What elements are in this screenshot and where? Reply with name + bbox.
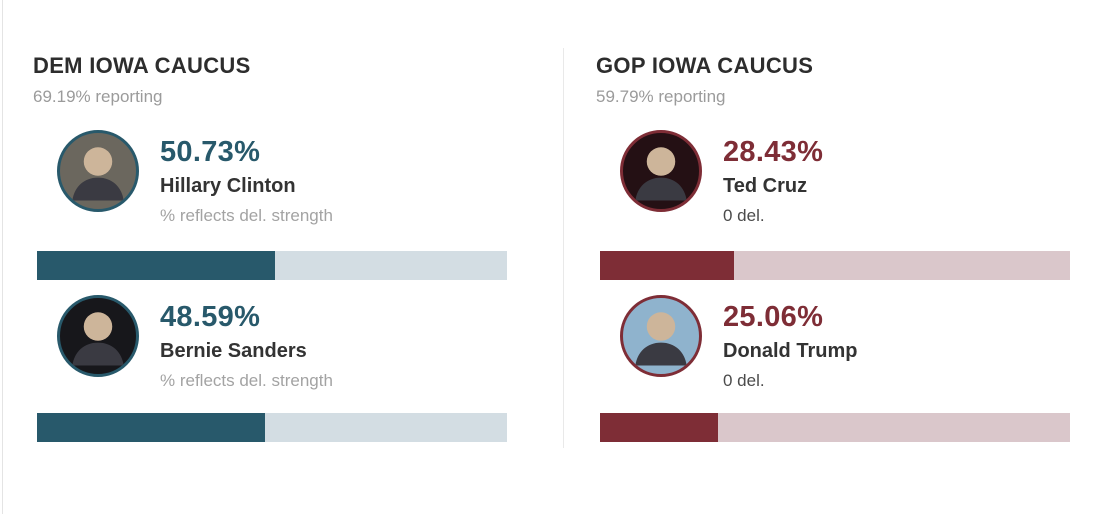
bernie-sanders-photo <box>57 295 139 377</box>
candidate-bar-donald-trump <box>600 413 1070 442</box>
gop-panel-title: GOP IOWA CAUCUS <box>596 53 814 78</box>
candidate-name: Donald Trump <box>723 340 858 362</box>
column-divider <box>563 48 564 448</box>
dem-panel: DEM IOWA CAUCUS 69.19% reporting 50.73% … <box>33 0 563 514</box>
candidate-row-bernie-sanders: 48.59% Bernie Sanders % reflects del. st… <box>33 295 563 390</box>
candidate-percent: 48.59% <box>160 301 261 333</box>
ted-cruz-photo <box>620 130 702 212</box>
candidate-row-donald-trump: 25.06% Donald Trump 0 del. <box>596 295 1118 390</box>
candidate-percent: 50.73% <box>160 136 261 168</box>
dem-reporting-status: 69.19% reporting <box>33 87 163 106</box>
gop-reporting-status: 59.79% reporting <box>596 87 726 106</box>
candidate-percent: 28.43% <box>723 136 824 168</box>
candidate-row-hillary-clinton: 50.73% Hillary Clinton % reflects del. s… <box>33 130 563 225</box>
donald-trump-photo <box>620 295 702 377</box>
candidate-name: Hillary Clinton <box>160 175 296 197</box>
candidate-percent: 25.06% <box>723 301 824 333</box>
candidate-bar-fill <box>600 251 734 280</box>
candidate-bar-hillary-clinton <box>37 251 507 280</box>
candidate-note: 0 del. <box>723 206 765 225</box>
left-edge-line <box>2 0 3 514</box>
person-silhouette-icon <box>72 312 124 366</box>
candidate-name: Bernie Sanders <box>160 340 307 362</box>
candidate-note: % reflects del. strength <box>160 206 333 225</box>
candidate-bar-fill <box>600 413 718 442</box>
dem-panel-title: DEM IOWA CAUCUS <box>33 53 251 78</box>
candidate-name: Ted Cruz <box>723 175 808 197</box>
candidate-note: % reflects del. strength <box>160 371 333 390</box>
candidate-bar-bernie-sanders <box>37 413 507 442</box>
person-silhouette-icon <box>635 312 687 366</box>
person-silhouette-icon <box>72 147 124 201</box>
gop-panel: GOP IOWA CAUCUS 59.79% reporting 28.43% … <box>596 0 1118 514</box>
candidate-bar-fill <box>37 413 266 442</box>
candidate-bar-ted-cruz <box>600 251 1070 280</box>
candidate-row-ted-cruz: 28.43% Ted Cruz 0 del. <box>596 130 1118 225</box>
person-silhouette-icon <box>635 147 687 201</box>
candidate-note: 0 del. <box>723 371 765 390</box>
candidate-bar-fill <box>37 251 276 280</box>
hillary-clinton-photo <box>57 130 139 212</box>
